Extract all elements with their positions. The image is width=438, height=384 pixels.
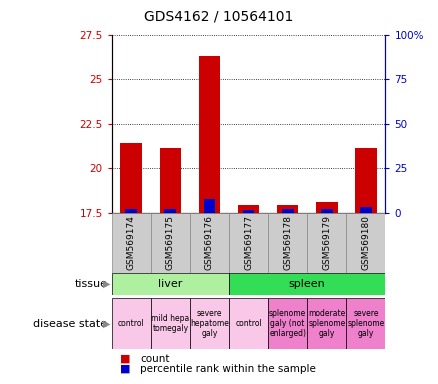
Text: control: control xyxy=(235,319,262,328)
Bar xyxy=(346,298,385,349)
Text: GDS4162 / 10564101: GDS4162 / 10564101 xyxy=(144,10,294,23)
Bar xyxy=(307,298,346,349)
Text: ▶: ▶ xyxy=(103,279,111,289)
Text: mild hepa
tomegaly: mild hepa tomegaly xyxy=(151,314,190,333)
Text: severe
hepatome
galy: severe hepatome galy xyxy=(190,309,229,338)
Bar xyxy=(360,207,372,213)
Text: ▶: ▶ xyxy=(103,318,111,329)
Text: GSM569176: GSM569176 xyxy=(205,215,214,270)
Text: severe
splenome
galy: severe splenome galy xyxy=(347,309,385,338)
Bar xyxy=(164,209,176,213)
Bar xyxy=(199,56,220,213)
Text: ■: ■ xyxy=(120,364,131,374)
Bar xyxy=(346,213,385,273)
Bar xyxy=(159,148,181,213)
Text: liver: liver xyxy=(158,279,183,289)
Text: GSM569179: GSM569179 xyxy=(322,215,331,270)
Bar xyxy=(229,298,268,349)
Bar xyxy=(229,213,268,273)
Text: GSM569178: GSM569178 xyxy=(283,215,292,270)
Bar xyxy=(229,273,385,295)
Text: count: count xyxy=(140,354,170,364)
Text: GSM569180: GSM569180 xyxy=(361,215,371,270)
Text: GSM569175: GSM569175 xyxy=(166,215,175,270)
Text: disease state: disease state xyxy=(33,318,107,329)
Bar xyxy=(321,209,333,213)
Text: GSM569177: GSM569177 xyxy=(244,215,253,270)
Text: tissue: tissue xyxy=(74,279,107,289)
Bar xyxy=(316,202,338,213)
Bar xyxy=(120,144,142,213)
Bar xyxy=(277,205,298,213)
Bar xyxy=(112,298,151,349)
Bar xyxy=(355,148,377,213)
Bar xyxy=(151,298,190,349)
Text: moderate
splenome
galy: moderate splenome galy xyxy=(308,309,346,338)
Bar xyxy=(238,205,259,213)
Bar xyxy=(268,298,307,349)
Bar xyxy=(307,213,346,273)
Text: splenome
galy (not
enlarged): splenome galy (not enlarged) xyxy=(269,309,306,338)
Text: spleen: spleen xyxy=(289,279,325,289)
Bar xyxy=(151,213,190,273)
Bar xyxy=(282,209,293,213)
Bar xyxy=(112,213,151,273)
Text: ■: ■ xyxy=(120,354,131,364)
Text: percentile rank within the sample: percentile rank within the sample xyxy=(140,364,316,374)
Text: control: control xyxy=(118,319,145,328)
Bar xyxy=(125,209,137,213)
Bar xyxy=(204,199,215,213)
Bar xyxy=(243,210,254,213)
Bar xyxy=(112,273,229,295)
Bar xyxy=(268,213,307,273)
Bar xyxy=(190,213,229,273)
Text: GSM569174: GSM569174 xyxy=(127,215,136,270)
Bar xyxy=(190,298,229,349)
